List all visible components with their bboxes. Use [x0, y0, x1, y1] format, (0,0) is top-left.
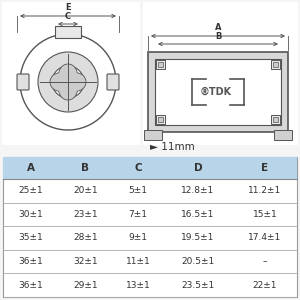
- Text: 25±1: 25±1: [18, 186, 43, 195]
- FancyBboxPatch shape: [17, 74, 29, 90]
- Bar: [155, 59, 281, 125]
- Text: 17.4±1: 17.4±1: [248, 233, 282, 242]
- Text: 35±1: 35±1: [18, 233, 43, 242]
- Text: B: B: [82, 163, 89, 173]
- Text: 11.2±1: 11.2±1: [248, 186, 282, 195]
- Text: C: C: [134, 163, 142, 173]
- Bar: [3, 157, 297, 297]
- Text: E: E: [261, 163, 268, 173]
- Polygon shape: [50, 64, 86, 100]
- Bar: [273, 117, 278, 122]
- Text: E: E: [65, 3, 71, 12]
- Bar: [158, 117, 163, 122]
- Text: ®TDK: ®TDK: [200, 87, 232, 97]
- Bar: [144, 130, 162, 140]
- Bar: [274, 130, 292, 140]
- Circle shape: [52, 66, 84, 98]
- Text: 11±1: 11±1: [126, 257, 150, 266]
- Text: A: A: [26, 163, 34, 173]
- Text: 13±1: 13±1: [126, 281, 150, 290]
- FancyBboxPatch shape: [107, 74, 119, 90]
- Bar: [271, 60, 280, 69]
- Bar: [158, 62, 163, 67]
- Text: 9±1: 9±1: [128, 233, 148, 242]
- Text: C: C: [65, 12, 71, 21]
- Text: 20.5±1: 20.5±1: [182, 257, 214, 266]
- Bar: [156, 115, 165, 124]
- Text: 36±1: 36±1: [18, 257, 43, 266]
- Text: 12.8±1: 12.8±1: [182, 186, 214, 195]
- Bar: [156, 60, 165, 69]
- Text: A: A: [215, 23, 221, 32]
- Bar: [3, 157, 297, 179]
- Bar: [273, 62, 278, 67]
- Bar: [55, 26, 81, 38]
- Text: 29±1: 29±1: [73, 281, 98, 290]
- Circle shape: [20, 34, 116, 130]
- Text: 36±1: 36±1: [18, 281, 43, 290]
- Bar: [271, 115, 280, 124]
- Text: 23±1: 23±1: [73, 210, 98, 219]
- Text: 28±1: 28±1: [73, 233, 98, 242]
- Bar: [148, 52, 288, 132]
- Text: D: D: [194, 163, 202, 173]
- Text: 20±1: 20±1: [73, 186, 98, 195]
- Text: –: –: [263, 257, 267, 266]
- Text: 5±1: 5±1: [128, 186, 148, 195]
- Bar: [2, 2, 140, 145]
- Text: B: B: [215, 32, 221, 41]
- Text: 30±1: 30±1: [18, 210, 43, 219]
- Text: ► 11mm: ► 11mm: [150, 142, 195, 152]
- Text: 19.5±1: 19.5±1: [181, 233, 215, 242]
- Text: 23.5±1: 23.5±1: [182, 281, 214, 290]
- Text: 15±1: 15±1: [253, 210, 278, 219]
- Text: 32±1: 32±1: [73, 257, 98, 266]
- Text: 16.5±1: 16.5±1: [181, 210, 215, 219]
- Bar: [143, 2, 298, 145]
- Text: 22±1: 22±1: [253, 281, 277, 290]
- Circle shape: [38, 52, 98, 112]
- Text: 7±1: 7±1: [128, 210, 148, 219]
